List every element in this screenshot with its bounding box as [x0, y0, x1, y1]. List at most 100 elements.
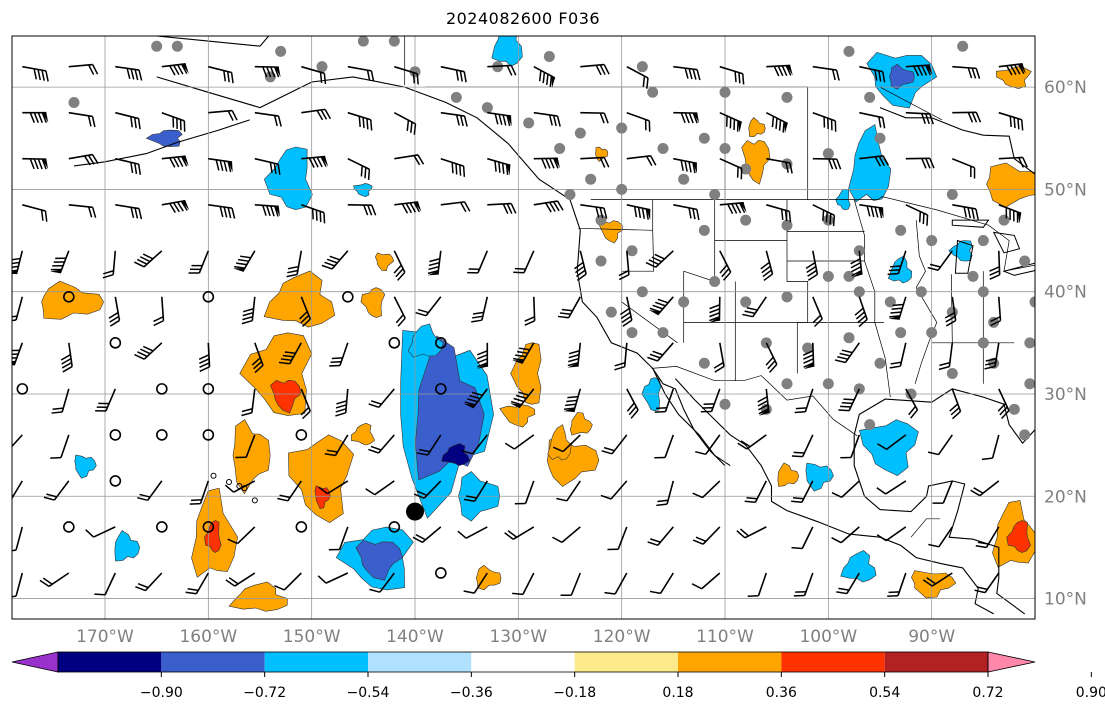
wind-barb — [812, 111, 837, 132]
colorbar-extend-low — [11, 651, 59, 673]
station-marker — [926, 327, 938, 339]
wind-barb — [22, 157, 49, 170]
station-marker — [636, 286, 648, 298]
colorbar-swatch — [574, 652, 678, 672]
lake-outline — [992, 231, 1021, 254]
wind-barb — [51, 388, 70, 414]
lat-tick-label: 10°N — [1044, 590, 1087, 610]
wind-barb — [274, 572, 302, 591]
wind-barb — [161, 199, 190, 213]
field-shade — [355, 539, 404, 581]
wind-barb — [757, 388, 770, 416]
wind-barb — [567, 342, 582, 368]
calm-wind-circle — [156, 383, 168, 395]
station-marker — [967, 270, 979, 282]
colorbar-tick-label: 0.90 — [1076, 685, 1105, 701]
wind-barb — [802, 342, 815, 370]
wind-barb — [427, 250, 442, 276]
wind-barb — [68, 111, 96, 128]
wind-barb — [133, 250, 163, 268]
station-marker — [853, 245, 865, 257]
wind-barb — [317, 572, 349, 584]
wind-barb — [812, 157, 842, 170]
lon-tick-label: 90°W — [908, 627, 955, 647]
wind-barb — [700, 388, 721, 413]
wind-barb — [984, 342, 1000, 370]
colorbar-swatch — [678, 652, 782, 672]
wind-barb — [618, 250, 630, 281]
wind-barb — [580, 111, 609, 124]
station-marker — [678, 296, 690, 308]
colorbar-swatch — [58, 652, 162, 672]
wind-barb — [417, 434, 442, 456]
wind-barb — [102, 250, 117, 279]
wind-barb — [208, 65, 234, 84]
wind-barb — [233, 250, 256, 272]
wind-barb — [161, 62, 189, 76]
wind-barb-layer — [12, 62, 1028, 599]
calm-wind-circle — [388, 337, 401, 349]
wind-barb — [854, 296, 868, 328]
map-title: 2024082600 F036 — [445, 9, 601, 28]
wind-barb — [365, 480, 395, 496]
lat-tick-label: 20°N — [1044, 487, 1087, 507]
wind-barb — [94, 572, 117, 596]
station-marker — [523, 117, 535, 129]
wind-barb — [50, 434, 70, 459]
wind-barb — [647, 342, 674, 362]
lon-tick-label: 110°W — [696, 627, 754, 647]
wind-barb — [22, 111, 49, 123]
wind-barb — [513, 250, 535, 274]
wind-barb — [938, 342, 954, 371]
wind-barb — [905, 111, 934, 125]
calm-wind-circle — [202, 383, 215, 395]
wind-barb — [626, 111, 651, 132]
wind-barb — [227, 526, 256, 545]
wind-barb — [198, 342, 211, 372]
calm-wind-layer — [16, 291, 447, 579]
wind-barb — [647, 526, 674, 546]
wind-barb — [278, 342, 302, 365]
wind-barb — [805, 250, 819, 281]
wind-barb — [241, 296, 256, 325]
lon-tick-label: 170°W — [76, 627, 134, 647]
calm-wind-circle — [295, 521, 308, 533]
wind-barb — [43, 480, 70, 501]
station-marker — [719, 143, 731, 155]
wind-barb — [68, 204, 97, 218]
station-marker — [895, 327, 907, 339]
wind-barb — [115, 157, 142, 175]
wind-barb — [949, 388, 962, 420]
wind-barb — [736, 526, 767, 539]
field-shade — [351, 422, 375, 446]
lon-tick-label: 140°W — [386, 627, 444, 647]
wind-barb — [241, 388, 256, 417]
wind-barb — [12, 342, 24, 366]
lat-tick-label: 30°N — [1044, 385, 1087, 405]
wind-barb — [876, 526, 907, 542]
station-marker — [585, 173, 597, 185]
wind-barb — [626, 388, 639, 419]
colorbar-tick-label: −0.54 — [347, 685, 390, 701]
wind-barb — [737, 434, 767, 450]
calm-wind-circle — [16, 383, 29, 395]
wind-barb — [467, 250, 489, 274]
lon-tick-label: 120°W — [593, 627, 651, 647]
wind-barb — [368, 388, 395, 408]
wind-barb — [673, 65, 701, 81]
wind-barb — [998, 111, 1024, 131]
station-marker — [636, 61, 648, 73]
wind-barb — [208, 157, 233, 173]
wind-barb — [998, 204, 1022, 224]
wind-barb — [850, 250, 863, 278]
lon-tick-label: 150°W — [283, 627, 341, 647]
wind-barb — [254, 204, 281, 217]
wind-barb — [928, 526, 953, 548]
station-marker — [843, 332, 855, 344]
station-marker — [1024, 378, 1035, 390]
wind-barb — [692, 526, 721, 545]
wind-barb — [607, 526, 628, 551]
wind-barb — [318, 480, 349, 495]
wind-barb — [115, 65, 143, 81]
station-marker — [843, 45, 855, 57]
